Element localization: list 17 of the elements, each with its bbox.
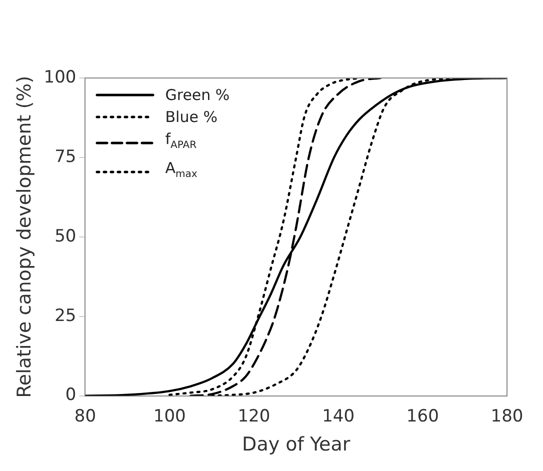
legend-label: Blue %	[165, 107, 218, 128]
x-tick-label: 160	[406, 406, 439, 426]
y-tick-label: 100	[44, 67, 76, 88]
x-tick-label: 180	[490, 406, 524, 426]
y-tick-label: 75	[54, 146, 76, 167]
x-tick-label: 80	[74, 406, 96, 426]
x-tick-label: 100	[153, 406, 186, 426]
x-axis-title: Day of Year	[242, 434, 350, 456]
y-tick-label: 50	[54, 226, 76, 246]
legend-label: A$_{max}$	[165, 158, 198, 182]
y-tick-label: 0	[65, 385, 76, 406]
x-tick-label: 120	[238, 406, 270, 426]
y-axis-title: Relative canopy development (%)	[13, 76, 36, 398]
y-tick-label: 25	[54, 306, 76, 326]
legend-label: Green %	[165, 85, 230, 106]
legend-label: f$_{APAR}$	[165, 129, 197, 153]
x-tick-label: 140	[322, 406, 355, 426]
